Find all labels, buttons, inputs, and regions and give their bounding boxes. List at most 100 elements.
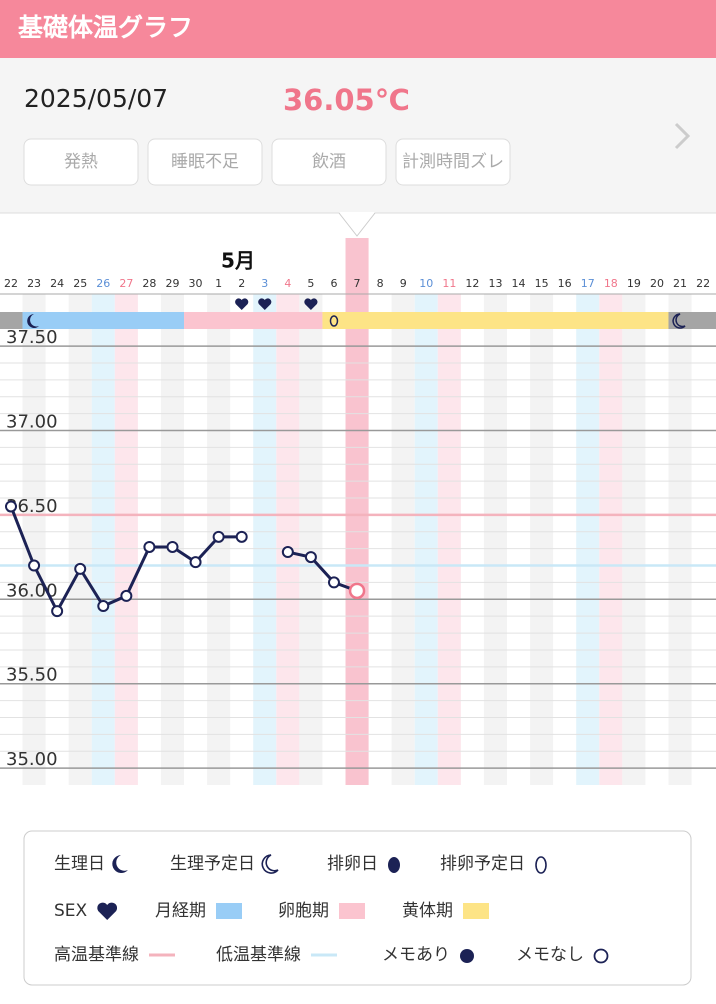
day-column bbox=[599, 294, 623, 785]
legend-icon bbox=[535, 856, 547, 874]
x-tick-label: 1 bbox=[215, 277, 222, 290]
day-column bbox=[253, 294, 277, 785]
date-panel bbox=[0, 58, 716, 213]
day-column bbox=[391, 294, 415, 785]
y-tick-label: 36.50 bbox=[6, 496, 58, 517]
legend-icon bbox=[388, 857, 400, 873]
tag-button[interactable] bbox=[147, 138, 263, 186]
legend-icon bbox=[593, 948, 609, 964]
phase-band bbox=[184, 312, 323, 329]
x-tick-label: 18 bbox=[604, 277, 618, 290]
sex-icon bbox=[235, 298, 249, 310]
data-point[interactable] bbox=[166, 540, 179, 553]
x-tick-label: 26 bbox=[96, 277, 110, 290]
day-column bbox=[68, 294, 92, 785]
y-tick-label: 35.00 bbox=[6, 749, 58, 770]
y-tick-label: 35.50 bbox=[6, 665, 58, 686]
legend-label: 黄体期 bbox=[402, 901, 453, 921]
phase-band bbox=[668, 312, 716, 329]
legend-label: 低温基準線 bbox=[216, 945, 301, 965]
ovulation-forecast-icon bbox=[329, 315, 339, 327]
data-point[interactable] bbox=[51, 605, 64, 618]
legend-icon bbox=[339, 903, 365, 919]
data-point[interactable] bbox=[5, 500, 17, 513]
data-point[interactable] bbox=[348, 582, 366, 600]
data-point[interactable] bbox=[235, 530, 248, 543]
x-tick-label: 15 bbox=[535, 277, 549, 290]
x-tick-label: 21 bbox=[673, 277, 687, 290]
legend-label: 排卵日 bbox=[327, 854, 378, 874]
x-tick-label: 22 bbox=[4, 277, 18, 290]
day-column bbox=[437, 294, 461, 785]
tag-button-label[interactable]: 計測時間ズレ bbox=[402, 152, 504, 172]
data-point[interactable] bbox=[28, 559, 41, 572]
period-icon bbox=[27, 314, 40, 328]
legend-icon bbox=[216, 903, 242, 919]
header-bar bbox=[0, 0, 716, 58]
selected-day-column bbox=[345, 238, 369, 785]
x-tick-label: 6 bbox=[330, 277, 337, 290]
x-tick-label: 8 bbox=[377, 277, 384, 290]
day-column bbox=[622, 294, 646, 785]
data-point[interactable] bbox=[281, 546, 294, 559]
legend-icon bbox=[261, 854, 279, 874]
day-column bbox=[114, 294, 138, 785]
day-column bbox=[22, 294, 46, 785]
legend-label: 生理日 bbox=[54, 854, 105, 874]
legend-icon bbox=[460, 949, 474, 963]
legend-label: 月経期 bbox=[155, 901, 206, 921]
period-forecast-icon bbox=[672, 313, 686, 329]
tag-button-label[interactable]: 発熱 bbox=[64, 152, 98, 172]
legend-icon bbox=[97, 902, 118, 920]
data-point[interactable] bbox=[97, 600, 110, 613]
tag-button[interactable] bbox=[23, 138, 139, 186]
legend-label: SEX bbox=[54, 901, 88, 921]
day-column bbox=[530, 294, 554, 785]
x-tick-label: 2 bbox=[238, 277, 245, 290]
x-tick-label: 29 bbox=[165, 277, 179, 290]
data-point[interactable] bbox=[120, 589, 133, 602]
x-tick-label: 23 bbox=[27, 277, 41, 290]
data-point[interactable] bbox=[143, 540, 156, 553]
temperature-line bbox=[287, 550, 358, 593]
x-tick-label: 4 bbox=[284, 277, 291, 290]
x-tick-label: 14 bbox=[512, 277, 526, 290]
legend-icon bbox=[112, 855, 128, 873]
next-arrow[interactable] bbox=[674, 122, 691, 150]
month-label: 5月 bbox=[221, 249, 255, 273]
day-column bbox=[576, 294, 600, 785]
data-point[interactable] bbox=[189, 556, 202, 569]
x-tick-label: 9 bbox=[400, 277, 407, 290]
legend-label: メモあり bbox=[382, 945, 450, 965]
data-point[interactable] bbox=[74, 562, 87, 575]
tag-button[interactable] bbox=[395, 138, 511, 186]
x-tick-label: 20 bbox=[650, 277, 664, 290]
legend-label: 生理予定日 bbox=[170, 854, 255, 874]
day-column bbox=[160, 294, 185, 785]
pointer-border bbox=[338, 212, 376, 237]
day-column bbox=[299, 294, 323, 785]
legend-label: 卵胞期 bbox=[278, 901, 329, 921]
x-tick-label: 19 bbox=[627, 277, 641, 290]
x-tick-label: 27 bbox=[119, 277, 133, 290]
data-point[interactable] bbox=[212, 530, 225, 543]
day-column bbox=[483, 294, 508, 785]
x-tick-label: 13 bbox=[488, 277, 502, 290]
date: 2025/05/07 bbox=[24, 84, 168, 113]
legend-label: 排卵予定日 bbox=[440, 854, 525, 874]
x-tick-label: 17 bbox=[581, 277, 595, 290]
tag-button[interactable] bbox=[271, 138, 387, 186]
header-title: 基礎体温グラフ bbox=[18, 13, 193, 42]
y-tick-label: 37.50 bbox=[6, 327, 58, 348]
tag-button-label[interactable]: 飲酒 bbox=[312, 152, 346, 172]
phase-band bbox=[0, 312, 23, 329]
tag-button-label[interactable]: 睡眠不足 bbox=[171, 152, 239, 172]
data-point[interactable] bbox=[304, 551, 317, 564]
y-tick-label: 37.00 bbox=[6, 411, 58, 432]
x-tick-label: 30 bbox=[189, 277, 203, 290]
x-tick-label: 5 bbox=[307, 277, 314, 290]
data-point[interactable] bbox=[327, 576, 340, 589]
